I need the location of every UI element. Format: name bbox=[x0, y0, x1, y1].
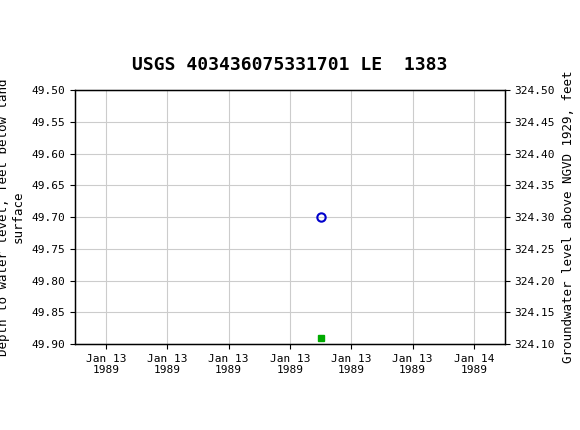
Y-axis label: Groundwater level above NGVD 1929, feet: Groundwater level above NGVD 1929, feet bbox=[562, 71, 575, 363]
Y-axis label: Depth to water level, feet below land
surface: Depth to water level, feet below land su… bbox=[0, 78, 25, 356]
Text: ≡USGS: ≡USGS bbox=[9, 10, 67, 29]
Text: USGS 403436075331701 LE  1383: USGS 403436075331701 LE 1383 bbox=[132, 56, 448, 74]
